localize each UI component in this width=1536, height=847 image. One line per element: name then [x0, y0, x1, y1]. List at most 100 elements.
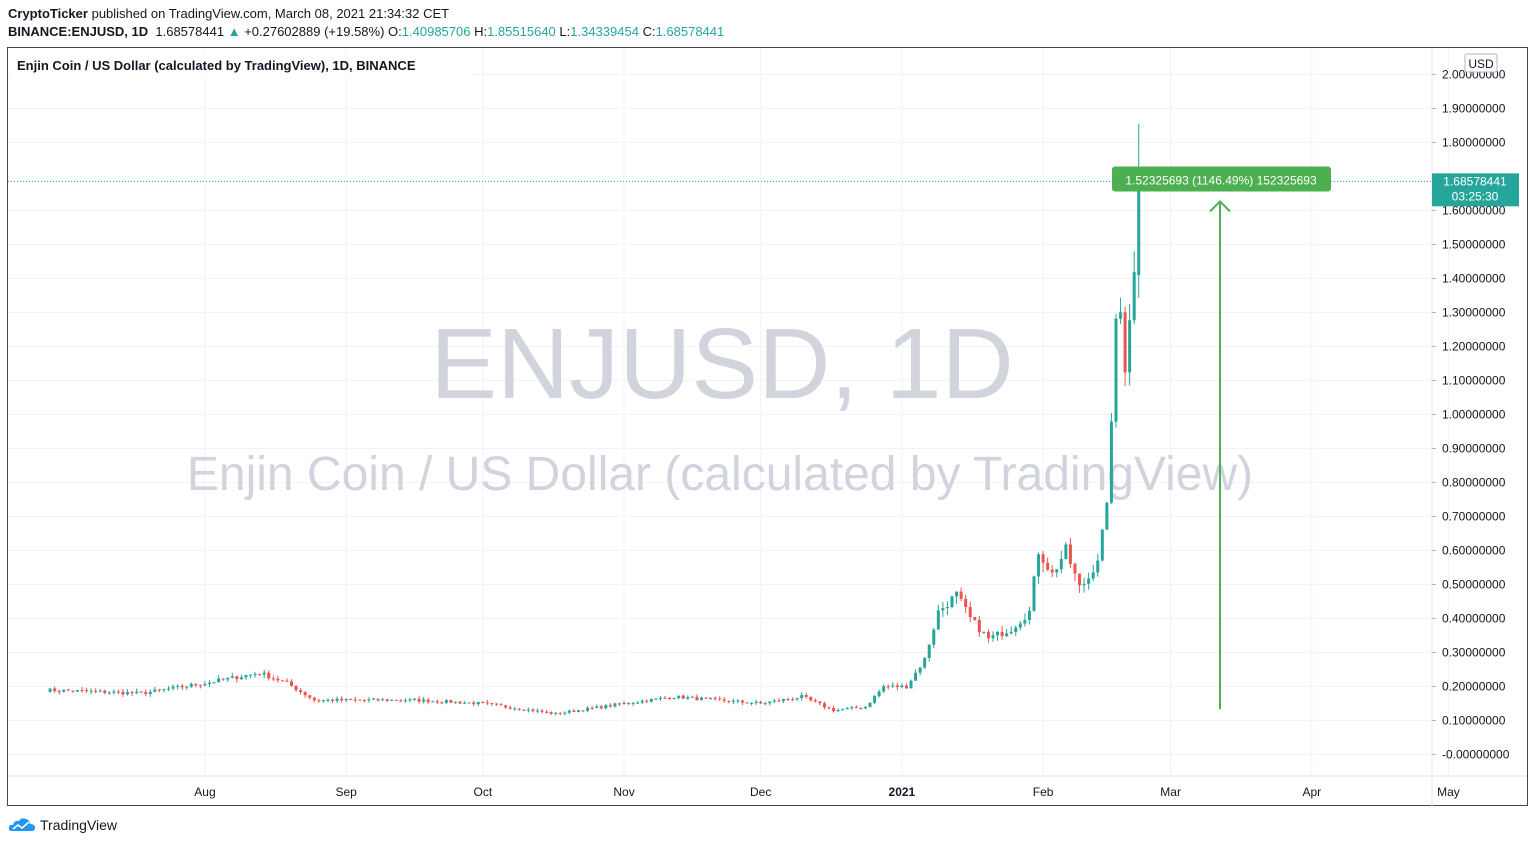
footer-brand[interactable]: TradingView: [8, 817, 117, 833]
candle-body: [955, 591, 959, 597]
candle-body: [490, 702, 494, 704]
candle-body: [895, 685, 899, 688]
candle-body: [239, 677, 243, 680]
candle-body: [649, 698, 653, 702]
candle-body: [581, 710, 585, 712]
last-price: 1.68578441: [155, 24, 225, 39]
candle-body: [977, 619, 981, 633]
candle-body: [617, 703, 621, 705]
candle-body: [690, 696, 694, 698]
candle-body: [1137, 181, 1141, 276]
time-tick-label: May: [1437, 785, 1460, 799]
candle-body: [144, 692, 148, 694]
candle-body: [936, 610, 940, 630]
candle-body: [786, 698, 790, 700]
candle-body: [832, 707, 836, 712]
candle-body: [845, 708, 849, 710]
candle-body: [709, 697, 713, 699]
candle-body: [777, 700, 781, 702]
price-tick-label: 1.90000000: [1442, 102, 1506, 116]
price-axis[interactable]: -0.00000000 0.10000000 0.20000000 0.3000000…: [1432, 68, 1510, 762]
candle-body: [918, 667, 922, 673]
candle-body: [454, 701, 457, 703]
candle-body: [148, 691, 152, 694]
candle-body: [212, 682, 216, 684]
price-tick-label: 0.70000000: [1442, 510, 1506, 524]
candle-body: [1087, 578, 1091, 584]
candle-body: [435, 701, 439, 703]
candle-body: [381, 699, 385, 701]
candle-body: [303, 691, 307, 696]
candle-body: [85, 690, 89, 692]
candle-body: [431, 701, 435, 703]
candle-body: [504, 705, 508, 708]
candle-body: [426, 699, 430, 703]
price-tick-label: 0.80000000: [1442, 476, 1506, 490]
candle-body: [280, 680, 284, 682]
tradingview-cloud-icon: [8, 818, 36, 831]
candle-body: [677, 695, 681, 699]
candle-body: [271, 678, 275, 680]
candle-body: [567, 710, 571, 713]
candle-body: [932, 629, 936, 645]
currency-label: USD: [1468, 57, 1494, 71]
time-axis[interactable]: Aug Sep Oct Nov Dec 2021 Feb Mar Apr May: [194, 785, 1460, 799]
candle-body: [326, 699, 330, 701]
candle-body: [226, 677, 230, 680]
price-tag-box: [1432, 173, 1519, 207]
candle-body: [818, 701, 822, 704]
candle-body: [130, 692, 134, 694]
currency-box[interactable]: [1464, 53, 1498, 73]
candle-body: [362, 700, 366, 702]
candle-body: [394, 699, 398, 701]
candle-body: [472, 702, 476, 705]
candle-body: [340, 698, 344, 701]
candle-body: [759, 701, 763, 704]
candle-body: [576, 710, 580, 712]
arrow-up-icon: [1209, 200, 1231, 213]
candle-body: [713, 697, 717, 699]
tradingview-brand: TradingView: [40, 817, 118, 833]
candle-body: [1000, 631, 1004, 637]
candle-body: [540, 710, 544, 712]
candle-body: [672, 698, 676, 700]
time-tick-label: Apr: [1302, 785, 1321, 799]
candle-body: [941, 608, 945, 611]
candle-body: [736, 700, 740, 702]
candle-body: [968, 607, 972, 618]
candle-body: [194, 683, 198, 686]
time-tick-label: Oct: [473, 785, 492, 799]
candle-body: [727, 700, 731, 702]
candle-body: [904, 685, 908, 689]
candle-body: [372, 698, 376, 700]
candle-body: [668, 697, 672, 699]
candle-body: [863, 707, 867, 709]
candle-body: [335, 698, 339, 701]
candle-body: [57, 691, 61, 693]
candle-body: [153, 689, 157, 692]
candle-body: [449, 700, 453, 703]
price-tick-label: 1.10000000: [1442, 374, 1506, 388]
price-tick-label: 1.50000000: [1442, 238, 1506, 252]
candle-body: [312, 697, 316, 701]
price-tick-label: 1.20000000: [1442, 340, 1506, 354]
candlestick-series: [48, 123, 1141, 716]
time-tick-label: Nov: [613, 785, 634, 799]
measure-label-box: [1112, 166, 1331, 192]
measure-tool: 1.52325693 (1146.49%) 152325693: [1112, 166, 1331, 710]
candle-body: [900, 685, 904, 688]
price-tick-label: 1.00000000: [1442, 408, 1506, 422]
candle-body: [1005, 633, 1009, 637]
candle-body: [613, 703, 617, 707]
candle-body: [267, 672, 271, 679]
candle-body: [157, 689, 161, 691]
candle-body: [627, 702, 631, 704]
price-tick-label: 0.50000000: [1442, 578, 1506, 592]
candle-body: [1123, 312, 1127, 373]
candle-body: [1100, 529, 1104, 561]
candle-body: [636, 702, 640, 704]
candle-body: [444, 700, 448, 703]
candle-body: [217, 678, 221, 683]
candle-body: [167, 688, 171, 690]
